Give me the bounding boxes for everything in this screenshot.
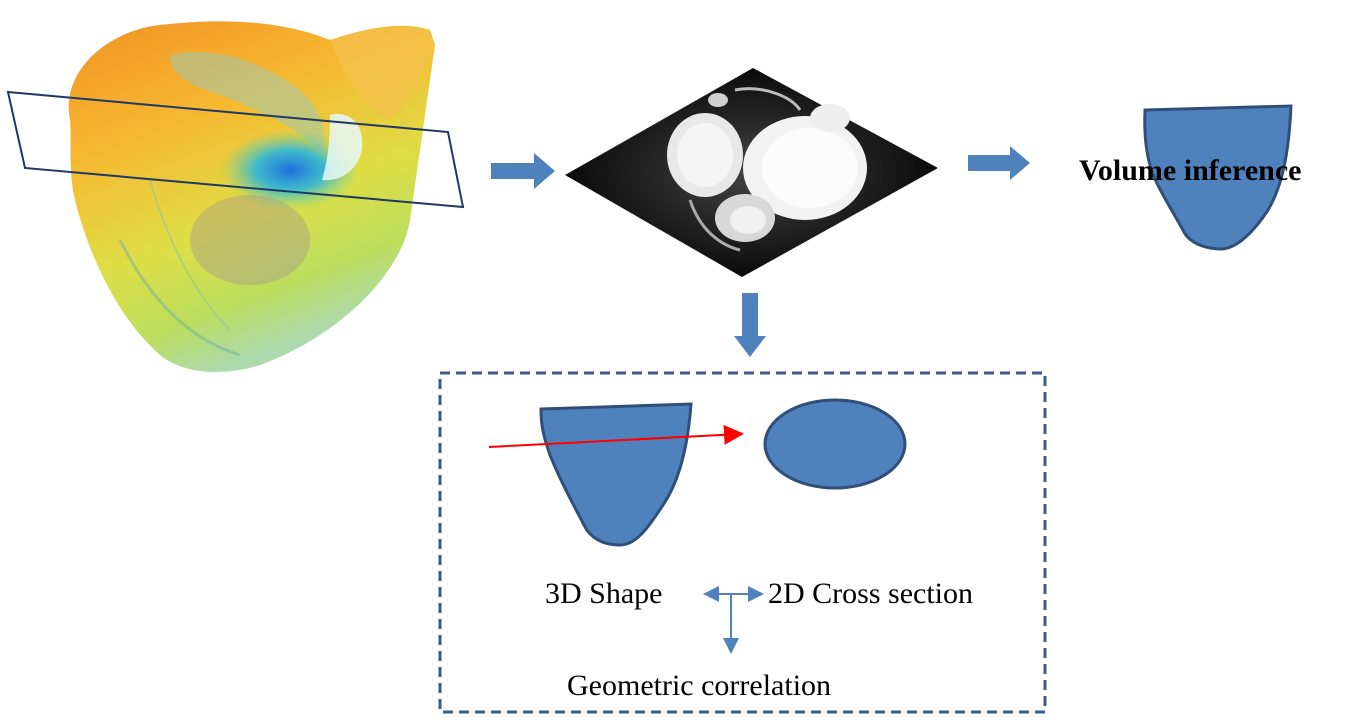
flow-arrow-1 bbox=[491, 153, 555, 189]
shape-3d-label: 3D Shape bbox=[545, 577, 662, 610]
volume-shape bbox=[1143, 104, 1293, 251]
geometric-correlation-box bbox=[438, 371, 1047, 714]
shape-3d-icon bbox=[539, 402, 693, 547]
heart-3d-image bbox=[68, 21, 436, 373]
volume-inference-label: Volume inference bbox=[1079, 154, 1301, 187]
geometric-correlation-label: Geometric correlation bbox=[567, 669, 831, 702]
flow-arrow-2 bbox=[968, 146, 1030, 180]
mri-slice-image bbox=[565, 68, 938, 277]
cross-section-2d-label: 2D Cross section bbox=[768, 577, 973, 610]
cut-arrow bbox=[488, 424, 744, 448]
cross-section-2d-icon bbox=[763, 398, 907, 490]
slice-plane bbox=[6, 90, 465, 209]
flow-arrow-down bbox=[734, 293, 766, 357]
